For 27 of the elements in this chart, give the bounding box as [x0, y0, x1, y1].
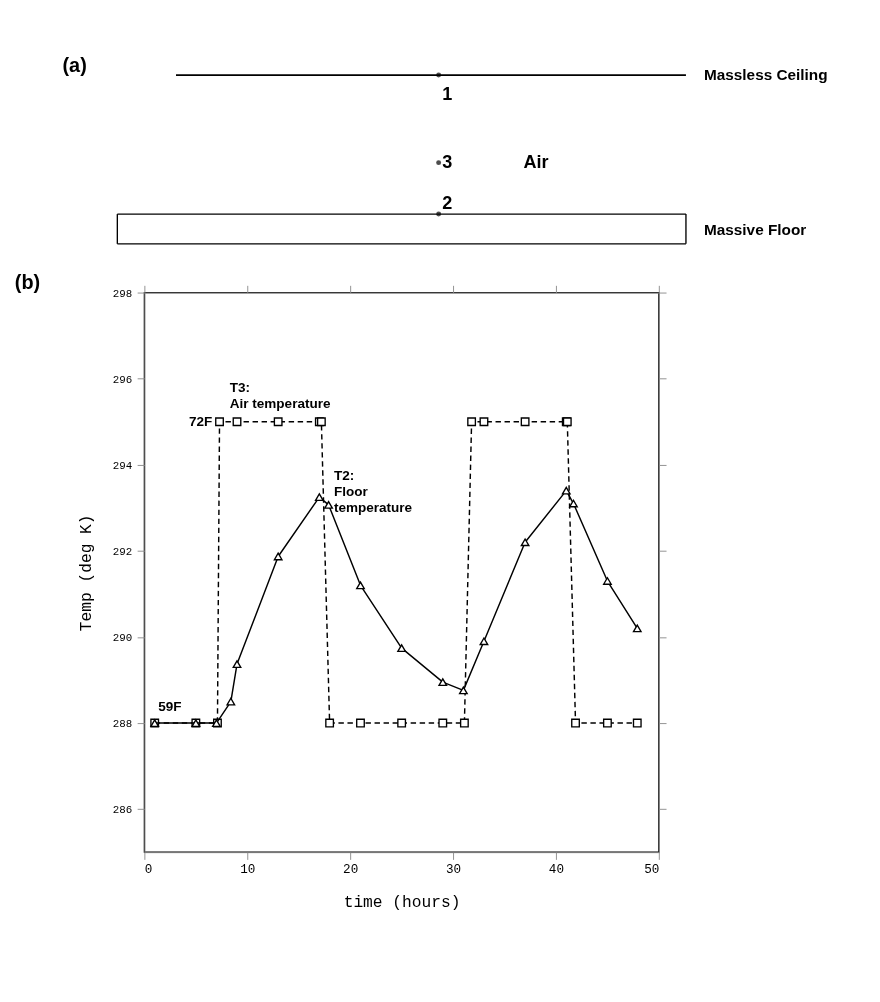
y-tick-label: 298	[112, 287, 133, 300]
series-label: T2: Floor temperature	[334, 467, 413, 516]
y-tick-label: 296	[112, 373, 133, 386]
x-tick-label: 50	[644, 862, 660, 878]
annotation: 72F	[189, 414, 213, 430]
y-tick-label: 292	[112, 545, 133, 558]
y-tick-label: 290	[112, 632, 133, 645]
x-tick-label: 40	[548, 862, 565, 878]
series-label: T3: Air temperature	[229, 379, 331, 412]
x-tick-label: 10	[240, 862, 256, 878]
text: 3	[442, 152, 453, 173]
x-tick-label: 20	[343, 862, 359, 878]
annotation: 59F	[158, 699, 182, 715]
y-tick-label: 294	[112, 459, 133, 472]
y-tick-label: 288	[112, 718, 133, 731]
text: 2	[442, 192, 453, 213]
chart-title: (b)	[14, 271, 41, 294]
x-axis-title: time (hours)	[343, 892, 461, 912]
y-axis-title: Temp (deg K)	[77, 514, 97, 632]
text: 1	[442, 84, 453, 105]
y-tick-label: 286	[112, 804, 133, 817]
text: (a)	[62, 54, 87, 77]
text: Massless Ceiling	[704, 65, 828, 83]
text: Air	[523, 152, 549, 173]
x-tick-label: 0	[144, 862, 153, 878]
x-tick-label: 30	[445, 862, 462, 878]
text: Massive Floor	[704, 220, 807, 238]
